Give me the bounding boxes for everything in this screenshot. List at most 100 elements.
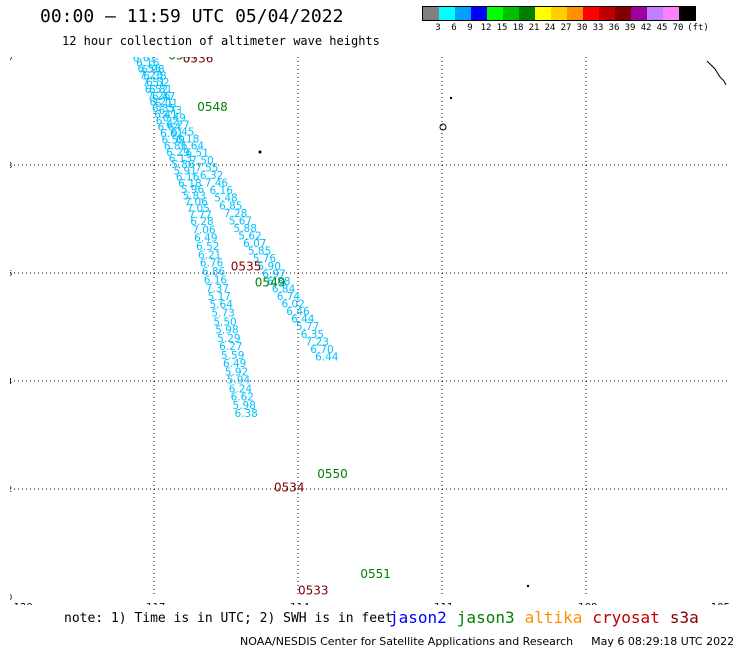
legend-swatch-24 — [535, 7, 551, 20]
credit-org: NOAA/NESDIS Center for Satellite Applica… — [240, 635, 574, 648]
legend-swatch-42 — [631, 7, 647, 20]
wave-height-value: 6.52 — [145, 84, 168, 96]
y-tick-label: 14 — [10, 377, 12, 386]
legend-swatch-15 — [487, 7, 503, 20]
legend-label-12: 12 — [480, 23, 492, 33]
page-title: 00:00 – 11:59 UTC 05/04/2022 — [40, 6, 344, 27]
wave-height-value: 6.51 — [186, 147, 209, 159]
wave-height-value: 7.77 — [188, 209, 211, 221]
wave-height-value: 5.67 — [229, 215, 252, 227]
wave-height-value: 5.90 — [258, 261, 281, 273]
wave-height-value: 6.49 — [162, 112, 185, 124]
wave-height-value: 6.07 — [243, 238, 266, 250]
legend-swatch-9 — [455, 7, 471, 20]
altimeter-map: -120 -117 -114 -111 -108 -105 20 18 16 14 12 10 6.61… — [10, 57, 730, 605]
wave-height-value: 6.46 — [286, 306, 310, 318]
wave-height-value: 6.02 — [282, 299, 305, 311]
wave-height-value: 6.85 — [219, 200, 242, 212]
legend-label-45: 45 — [656, 23, 668, 33]
wave-height-value: 7.55 — [195, 162, 218, 174]
wave-height-value: 6.73 — [159, 105, 182, 117]
pass-time-label: 0547 — [168, 57, 199, 63]
wave-height-value: 6.29 — [166, 147, 189, 159]
wave-height-value: 6.64 — [181, 140, 205, 152]
wave-height-value: 5.88 — [234, 223, 257, 235]
wave-height-value: 6.81 — [164, 140, 187, 152]
pass-time-label: 0550 — [317, 467, 348, 481]
wave-height-value: 6.41 — [154, 109, 177, 121]
wave-height-value: 7.06 — [192, 225, 216, 237]
wave-height-value: 7.37 — [206, 283, 229, 295]
wave-height-value: 5.73 — [211, 308, 234, 320]
y-tick-label: 10 — [10, 593, 12, 602]
wave-height-value: 6.55 — [138, 64, 161, 76]
wave-height-value: 6.70 — [310, 344, 333, 356]
wave-height-value: 6.61 — [160, 128, 183, 140]
legend-swatch-6 — [439, 7, 455, 20]
legend-label-21: 21 — [528, 23, 540, 33]
satellite-altika: altika — [524, 608, 583, 627]
wave-height-value: 5.98 — [233, 400, 256, 412]
wave-height-value: 6.62 — [231, 391, 254, 403]
wave-height-value: 5.29 — [217, 333, 240, 345]
wave-height-value: 6.45 — [171, 126, 194, 138]
wave-height-value: 6.76 — [200, 258, 224, 270]
pass-time-label: 0536 — [183, 57, 214, 65]
wave-height-value: 6.24 — [229, 383, 253, 395]
x-tick-label: -111 — [431, 602, 454, 605]
wave-height-value: 5.85 — [248, 246, 271, 258]
island-shape — [439, 123, 447, 131]
wave-height-value: 6.74 — [277, 291, 301, 303]
credit-line: NOAA/NESDIS Center for Satellite Applica… — [240, 635, 734, 648]
legend-swatch-30 — [567, 7, 583, 20]
legend-label-15: 15 — [496, 23, 508, 33]
wave-height-value: 6.49 — [194, 233, 217, 245]
wave-height-value: 6.49 — [223, 358, 246, 370]
pass-time-label: 0534 — [274, 481, 305, 495]
legend-label-30: 30 — [576, 23, 588, 33]
legend-swatch-45 — [647, 7, 663, 20]
legend-unit-label: (ft) — [687, 23, 709, 33]
wave-height-value: 5.86 — [171, 159, 195, 171]
wave-height-value: 6.81 — [149, 84, 172, 96]
wave-height-value: 5.96 — [181, 184, 205, 196]
wave-height-value: 5.17 — [208, 291, 231, 303]
wave-height-value: 6.22 — [156, 116, 179, 128]
wave-height-value: 5.77 — [296, 321, 319, 333]
wave-height-value: 5.83 — [183, 191, 206, 203]
wave-height-value: 6.64 — [158, 121, 182, 133]
satellite-jason3: jason3 — [456, 608, 515, 627]
wave-height-value: 5.62 — [238, 231, 261, 243]
wave-height-value: 6.35 — [152, 103, 175, 115]
legend-label-18: 18 — [512, 23, 524, 33]
page-subtitle: 12 hour collection of altimeter wave hei… — [62, 34, 380, 48]
credit-timestamp: May 6 08:29:18 UTC 2022 — [591, 635, 735, 648]
legend-label-36: 36 — [608, 23, 620, 33]
wave-height-value: 5.91 — [174, 166, 197, 178]
wave-height-value: 6.18 — [178, 178, 201, 190]
wave-height-value: 7.26 — [147, 91, 171, 103]
wave-height-value: 6.32 — [200, 170, 223, 182]
legend-swatch-36 — [599, 7, 615, 20]
legend-label-6: 6 — [451, 23, 457, 33]
wave-height-value: 6.59 — [162, 134, 185, 146]
wave-height-value: 6.27 — [166, 119, 189, 131]
wave-height-value: 7.50 — [190, 155, 213, 167]
pass-time-label: 0533 — [298, 583, 329, 597]
pass-time-label: 0551 — [360, 567, 391, 581]
wave-height-value: 6.27 — [219, 341, 242, 353]
wave-height-value: 7.51 — [142, 78, 165, 90]
wave-height-value: 5.48 — [214, 193, 237, 205]
wave-height-value: 6.38 — [234, 408, 257, 420]
wave-height-value: 6.21 — [198, 249, 221, 261]
legend-swatch-70 — [663, 7, 679, 20]
wave-height-value: 6.98 — [141, 64, 164, 76]
wave-height-value: 6.16 — [176, 172, 200, 184]
legend-label-27: 27 — [560, 23, 572, 33]
legend-swatch-3 — [423, 7, 439, 20]
y-tick-label: 18 — [10, 161, 12, 170]
wave-height-value: 6.44 — [315, 351, 339, 363]
wave-height-value: 5.64 — [210, 299, 234, 311]
wave-height-value: 6.84 — [272, 283, 296, 295]
wave-height-value: 6.38 — [143, 71, 166, 83]
